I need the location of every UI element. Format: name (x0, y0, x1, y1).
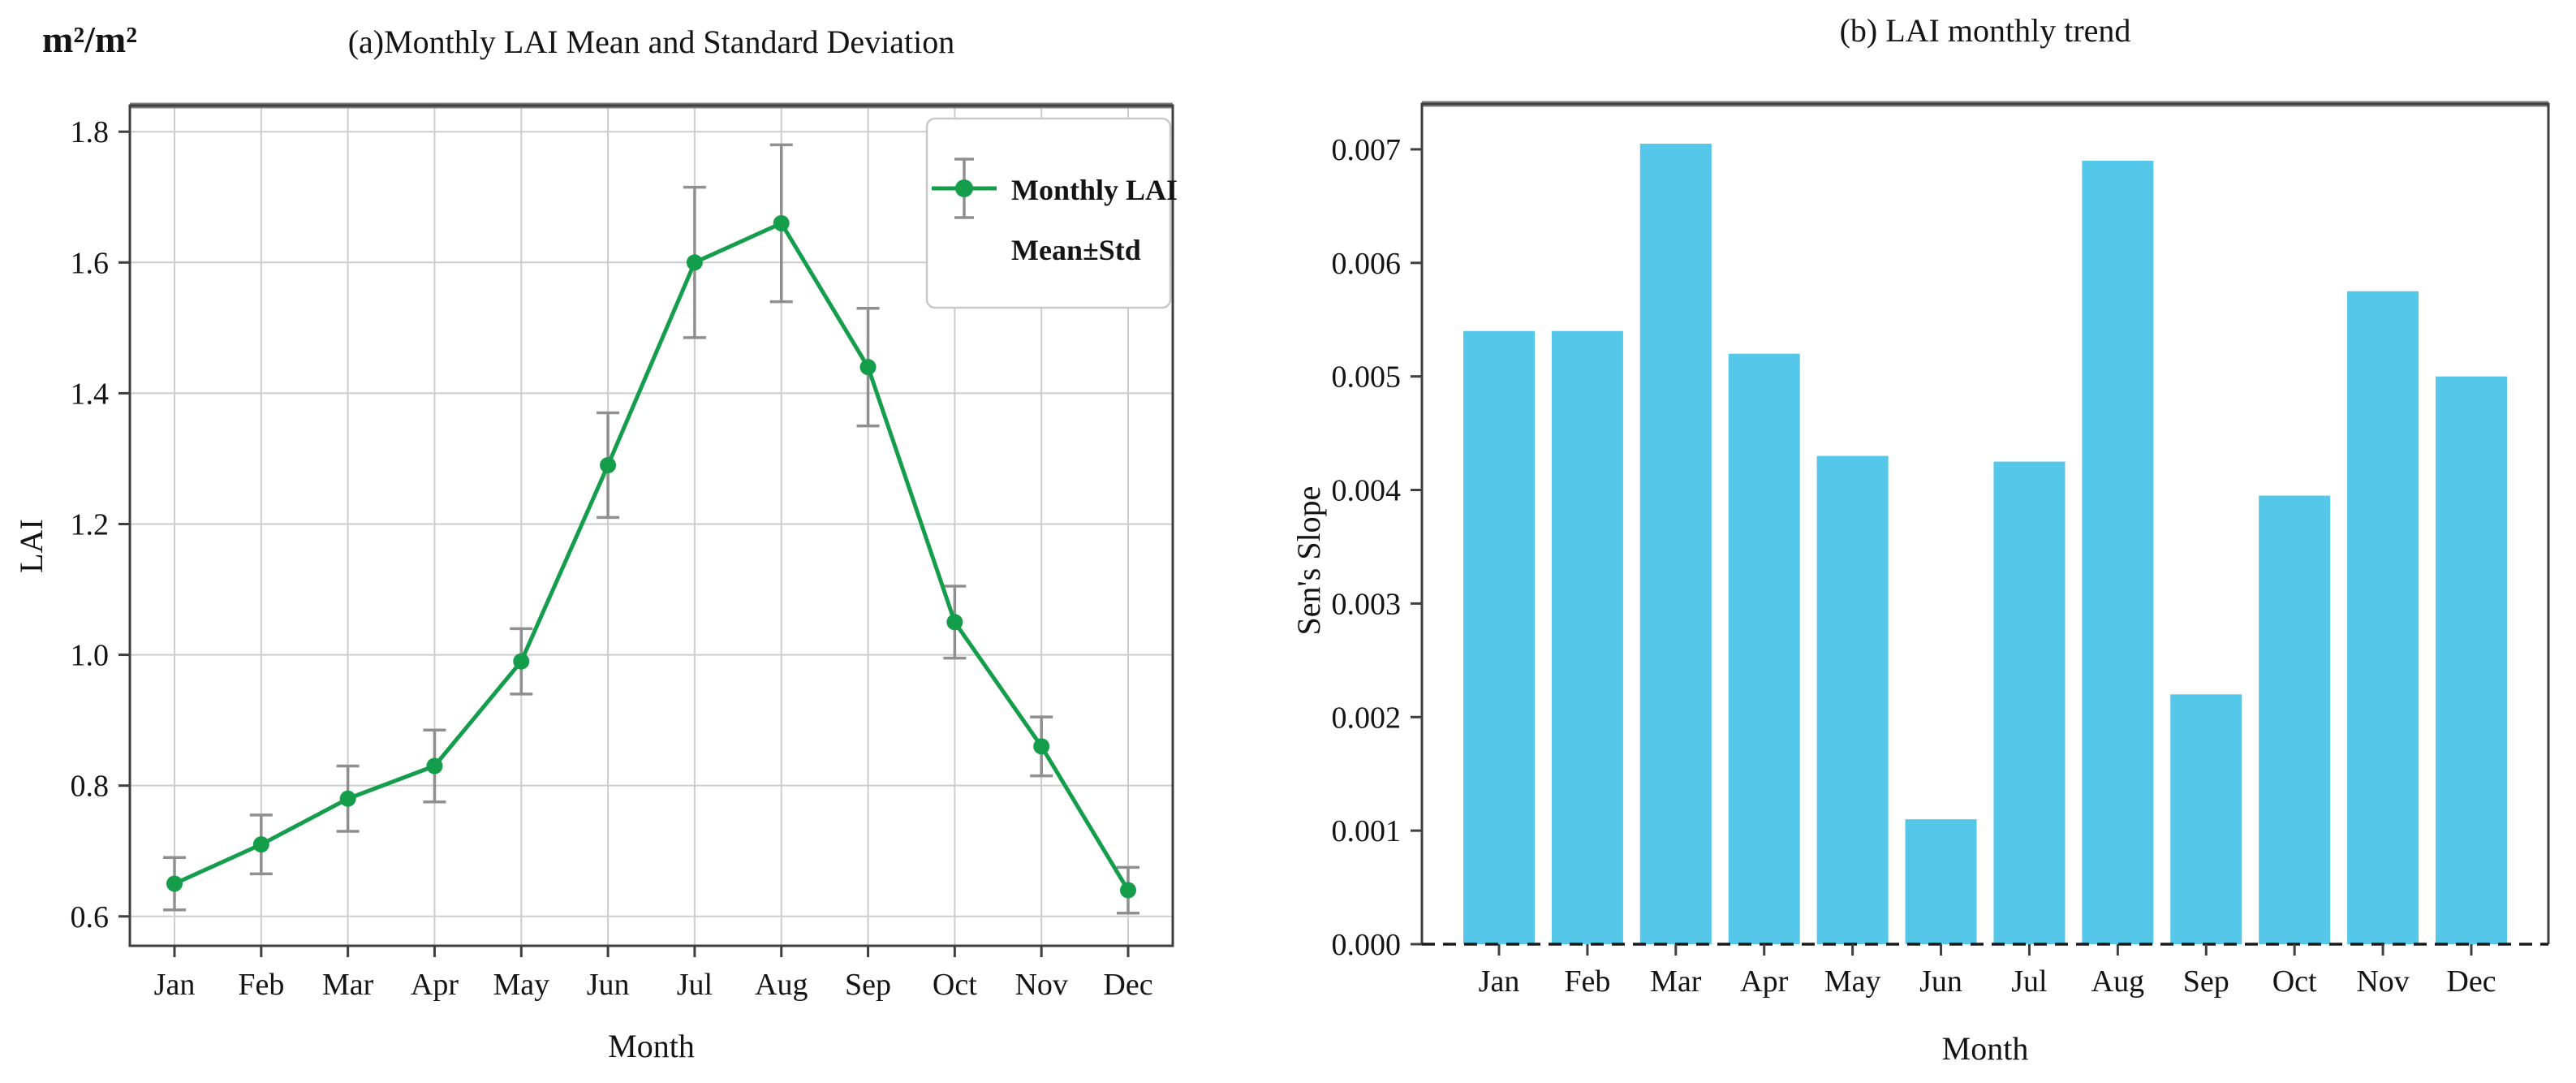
plot-border (1420, 102, 2550, 944)
lai-point-Nov (1033, 738, 1050, 755)
x-tick-label-Oct: Oct (2272, 964, 2317, 999)
x-tick-label-Jul: Jul (677, 968, 713, 1002)
y-axis-label: Sen's Slope (1290, 486, 1327, 636)
x-tick-label-Apr: Apr (411, 968, 459, 1002)
x-axis-label: Month (1942, 1030, 2029, 1067)
x-tick-label-Jan: Jan (1479, 964, 1520, 999)
lai-point-Jan (166, 875, 183, 892)
x-tick-label-Nov: Nov (2356, 964, 2409, 999)
y-axis-label: LAI (13, 519, 50, 573)
y-tick-label-1.0: 1.0 (71, 639, 110, 673)
x-tick-label-Jun: Jun (1919, 964, 1962, 999)
legend: Monthly LAI Mean±Std (925, 117, 1178, 309)
y-tick-label-0.003: 0.003 (1332, 587, 1402, 621)
lai-point-Aug (773, 214, 790, 231)
y-tick-label-1.4: 1.4 (71, 377, 110, 411)
lai-point-Mar (339, 790, 356, 807)
bar-Sep (2170, 694, 2242, 944)
bar-Mar (1639, 143, 1712, 944)
legend-marker (955, 179, 973, 197)
x-tick-label-Dec: Dec (1103, 968, 1152, 1002)
x-axis-label: Month (608, 1028, 695, 1064)
y-tick-label-1.8: 1.8 (71, 115, 110, 149)
lai-point-Jul (686, 254, 703, 271)
bar-May (1816, 455, 1889, 944)
lai-point-Dec (1120, 882, 1136, 899)
bar-Jan (1463, 330, 1535, 944)
panel-b-title: (b) LAI monthly trend (1839, 12, 2131, 49)
legend-label-line1: Monthly LAI (1011, 174, 1178, 206)
x-tick-label-Mar: Mar (322, 968, 374, 1002)
bar-Apr (1728, 353, 1800, 944)
y-tick-label-1.2: 1.2 (71, 507, 110, 542)
panel-a-unit-label: m²/m² (42, 19, 137, 60)
y-tick-label-0.002: 0.002 (1332, 701, 1402, 735)
lai-point-May (513, 653, 530, 670)
x-tick-label-Oct: Oct (933, 968, 977, 1002)
y-tick-label-0.005: 0.005 (1332, 360, 1402, 395)
x-tick-label-Feb: Feb (1564, 964, 1610, 999)
bars (1463, 143, 2507, 945)
x-tick-label-Sep: Sep (2183, 964, 2229, 999)
x-tick-label-May: May (1824, 964, 1881, 999)
plot-border (128, 104, 1174, 947)
lai-point-Oct (946, 614, 963, 631)
x-tick-label-Dec: Dec (2446, 964, 2496, 999)
y-tick-label-0.001: 0.001 (1332, 814, 1402, 848)
lai-point-Apr (426, 757, 443, 774)
lai-point-Feb (252, 836, 269, 853)
x-tick-label-Aug: Aug (755, 968, 808, 1002)
x-tick-label-Jun: Jun (587, 968, 630, 1002)
bar-Jul (1993, 461, 2066, 944)
y-tick-label-0.000: 0.000 (1332, 928, 1402, 962)
lai-point-Sep (859, 359, 877, 376)
bar-Jun (1905, 819, 1977, 944)
x-tick-label-Nov: Nov (1014, 968, 1067, 1002)
x-tick-label-Apr: Apr (1740, 964, 1788, 999)
x-tick-label-Jul: Jul (2011, 964, 2047, 999)
x-tick-label-Mar: Mar (1650, 964, 1702, 999)
y-tick-label-0.004: 0.004 (1332, 474, 1402, 508)
x-tick-label-Aug: Aug (2091, 964, 2144, 999)
y-tick-label-1.6: 1.6 (71, 246, 110, 280)
x-tick-label-Sep: Sep (845, 968, 891, 1002)
bar-Dec (2436, 376, 2507, 945)
bar-Oct (2259, 495, 2331, 944)
y-tick-label-0.006: 0.006 (1332, 247, 1402, 281)
legend-label-line2: Mean±Std (1011, 234, 1141, 266)
y-tick-label-0.007: 0.007 (1332, 133, 1402, 167)
lai-mean-line (173, 221, 1131, 891)
lai-point-Jun (600, 456, 617, 473)
bar-Nov (2347, 291, 2419, 944)
x-tick-label-Jan: Jan (154, 968, 196, 1002)
legend-box (925, 117, 1172, 309)
bar-Feb (1551, 330, 1623, 944)
grid (130, 106, 1173, 946)
panel-a-title: (a)Monthly LAI Mean and Standard Deviati… (347, 24, 955, 60)
bar-Aug (2082, 160, 2154, 944)
x-tick-label-Feb: Feb (238, 968, 284, 1002)
x-tick-label-May: May (493, 968, 549, 1002)
y-tick-label-0.6: 0.6 (71, 900, 110, 934)
y-tick-label-0.8: 0.8 (71, 770, 110, 804)
